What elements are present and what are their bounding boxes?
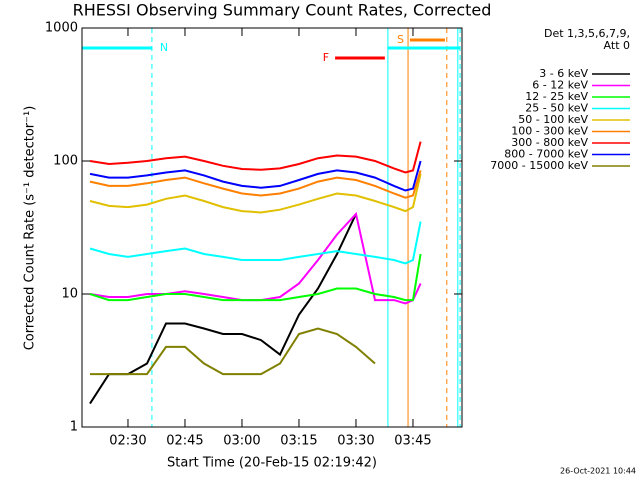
x-tick-label: 03:30 <box>337 434 374 449</box>
series-line <box>89 221 422 265</box>
series-line <box>89 160 422 192</box>
flag-label: S <box>397 33 404 46</box>
series-line <box>89 173 422 214</box>
chart-title: RHESSI Observing Summary Count Rates, Co… <box>73 1 492 20</box>
y-tick-label: 1000 <box>45 21 78 36</box>
x-tick-label: 02:30 <box>109 434 146 449</box>
y-tick-label: 10 <box>61 287 78 302</box>
x-tick-label: 03:45 <box>394 434 431 449</box>
legend-label: 6 - 12 keV <box>532 79 588 92</box>
y-axis-label: Corrected Count Rate (s⁻¹ detector⁻¹) <box>23 106 38 351</box>
series-line <box>90 327 376 376</box>
plot-frame <box>81 27 463 428</box>
series-line <box>89 253 422 302</box>
series-line <box>89 141 422 174</box>
y-tick-label: 100 <box>53 154 78 169</box>
legend-label: 25 - 50 keV <box>525 102 588 115</box>
legend-label: 3 - 6 keV <box>539 67 588 80</box>
legend-header: Det 1,3,5,6,7,9, <box>544 27 630 40</box>
legend-label: 800 - 7000 keV <box>504 148 588 161</box>
legend-label: 7000 - 15000 keV <box>490 159 588 172</box>
legend-label: 100 - 300 keV <box>511 125 588 138</box>
flag-label: F <box>323 51 329 64</box>
x-tick-label: 03:15 <box>280 434 317 449</box>
x-axis-label: Start Time (20-Feb-15 02:19:42) <box>167 456 377 471</box>
series-line <box>89 213 357 405</box>
legend-label: 12 - 25 keV <box>525 90 588 103</box>
series-line <box>89 170 422 199</box>
x-tick-label: 02:45 <box>166 434 203 449</box>
series-line <box>89 211 422 305</box>
legend-label: 50 - 100 keV <box>518 113 588 126</box>
legend-header: Att 0 <box>604 39 630 52</box>
flag-label: N <box>160 41 168 54</box>
x-tick-label: 03:00 <box>223 434 260 449</box>
footer: 26-Oct-2021 10:44 <box>560 467 636 476</box>
y-tick-label: 1 <box>70 420 78 435</box>
legend-label: 300 - 800 keV <box>511 136 588 149</box>
